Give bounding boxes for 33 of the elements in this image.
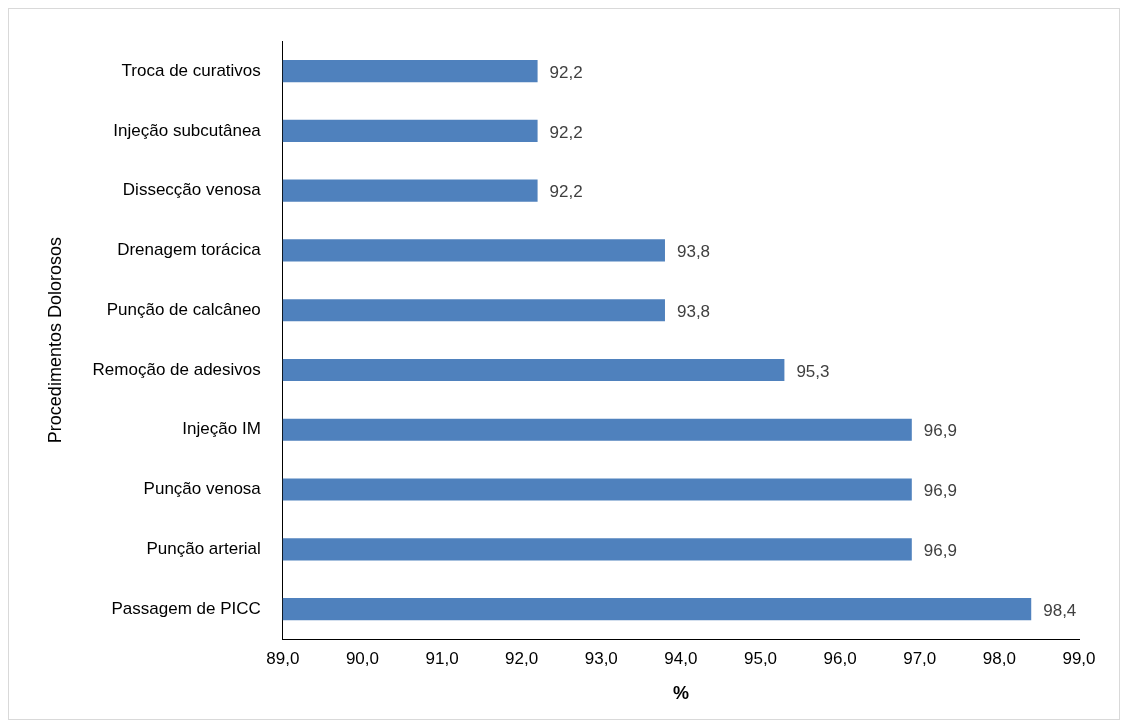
y-tick-label: Punção arterial: [146, 539, 261, 559]
x-tick-label: 99,0: [1062, 648, 1096, 668]
y-tick-label: Punção venosa: [143, 479, 262, 499]
x-tick-label: 90,0: [345, 648, 379, 668]
y-tick-label: Drenagem torácica: [117, 240, 262, 260]
data-label: 96,9: [923, 421, 957, 441]
data-label: 93,8: [676, 301, 711, 321]
data-label: 96,9: [923, 541, 957, 561]
x-tick-label: 95,0: [743, 648, 778, 668]
y-tick-label: Passagem de PICC: [111, 598, 261, 618]
x-tick-label: 93,0: [584, 648, 618, 668]
data-label: 95,3: [796, 361, 830, 381]
data-label: 92,2: [549, 182, 583, 202]
y-tick-label: Injeção subcutânea: [113, 120, 262, 140]
y-tick-label: Injeção IM: [182, 419, 261, 439]
x-tick-label: 92,0: [505, 648, 539, 668]
data-label: 93,8: [676, 242, 711, 262]
y-tick-label: Remoção de adesivos: [92, 359, 261, 379]
x-axis-title: %: [672, 683, 689, 704]
x-tick-label: 97,0: [903, 648, 937, 668]
x-tick-label: 91,0: [425, 648, 459, 668]
x-tick-label: 96,0: [823, 648, 857, 668]
data-label: 98,4: [1043, 600, 1077, 620]
y-axis-title: Procedimentos Dolorosos: [44, 237, 65, 444]
y-tick-label: Dissecção venosa: [122, 180, 262, 200]
data-label: 96,9: [923, 481, 957, 501]
x-tick-label: 94,0: [664, 648, 698, 668]
x-tick-label: 98,0: [982, 648, 1016, 668]
y-tick-label: Troca de curativos: [121, 60, 261, 80]
data-label: 92,2: [549, 122, 583, 142]
data-label: 92,2: [549, 62, 583, 82]
x-tick-label: 89,0: [266, 648, 300, 668]
y-tick-label: Punção de calcâneo: [106, 299, 261, 319]
